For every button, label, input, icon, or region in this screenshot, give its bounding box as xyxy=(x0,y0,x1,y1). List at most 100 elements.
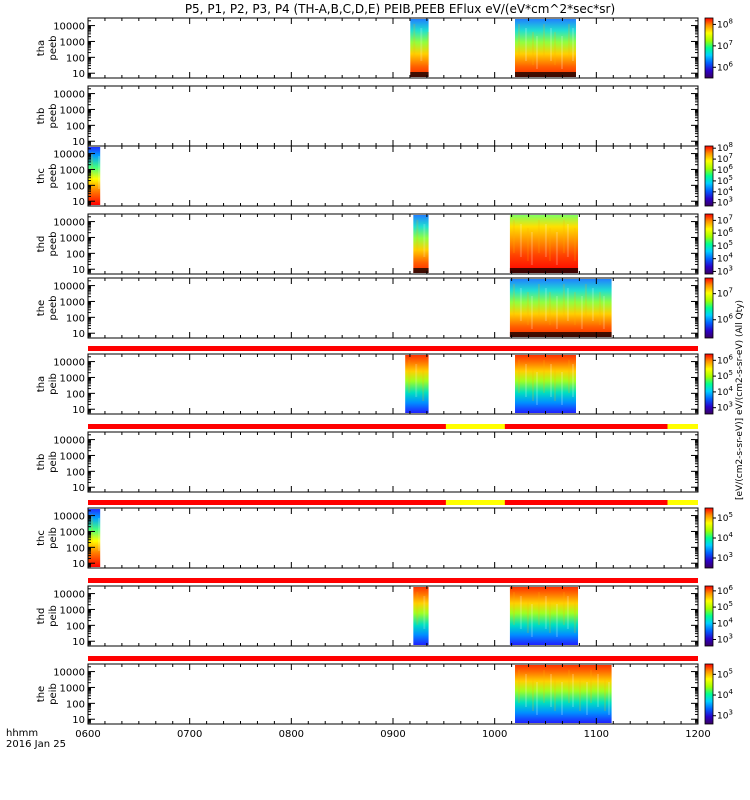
panel-frame xyxy=(87,85,699,147)
y-tick-label: 10000 xyxy=(53,358,85,369)
quality-flag-segment xyxy=(667,424,698,429)
spectrogram-stripe xyxy=(568,670,570,703)
x-axis-date-label: 2016 Jan 25 xyxy=(6,739,66,750)
spectrogram-stripe xyxy=(530,604,533,637)
spectrogram-stripe xyxy=(566,288,569,321)
spectrogram-stripe xyxy=(537,284,540,317)
spacecraft-potential-trace xyxy=(515,72,576,77)
panel-product-label: peib xyxy=(48,451,59,473)
y-tick-label: 1000 xyxy=(60,105,85,116)
spectrogram-stripe xyxy=(568,24,570,57)
spectrogram-stripe xyxy=(591,288,594,321)
spectrogram-stripe xyxy=(525,674,527,707)
y-tick-label: 1000 xyxy=(60,233,85,244)
y-tick-label: 10000 xyxy=(53,282,85,293)
spectrogram-stripe xyxy=(550,364,552,397)
y-tick-label: 1000 xyxy=(60,297,85,308)
colorbar-tick-label: 103 xyxy=(717,401,733,414)
spectrogram-stripe xyxy=(532,678,534,711)
spectrogram-stripe xyxy=(554,368,556,401)
spectrogram-stripe xyxy=(537,220,540,253)
spectrogram-stripe xyxy=(422,368,425,401)
spectrogram-stripe xyxy=(413,24,416,57)
colorbar-tick-label: 106 xyxy=(717,313,733,326)
panel-probe-label: thd xyxy=(36,608,47,625)
chart-title: P5, P1, P2, P3, P4 (TH-A,B,C,D,E) PEIB,P… xyxy=(185,2,615,16)
colorbar-tick-label: 106 xyxy=(717,60,733,73)
spectrogram-stripe xyxy=(415,364,418,397)
spectrogram-stripe xyxy=(91,152,93,185)
spectrogram-stripe xyxy=(536,36,538,69)
spectrogram-stripe xyxy=(584,284,587,317)
spectrogram-stripe xyxy=(554,678,556,711)
panel-product-label: peeb xyxy=(48,104,59,129)
y-tick-label: 10 xyxy=(72,715,85,726)
spectrogram-stripe xyxy=(562,284,565,317)
x-tick-label: 0900 xyxy=(380,729,405,740)
y-tick-label: 1000 xyxy=(60,165,85,176)
y-tick-label: 100 xyxy=(66,249,85,260)
spectrogram-stripe xyxy=(554,32,556,65)
panel-product-label: peib xyxy=(48,683,59,705)
y-tick-label: 1000 xyxy=(60,683,85,694)
colorbar-tick-label: 103 xyxy=(717,264,733,277)
colorbar xyxy=(704,353,714,415)
spectrogram-stripe xyxy=(544,288,547,321)
quality-flag-bar xyxy=(88,578,698,583)
colorbar-tick-label: 105 xyxy=(717,369,733,382)
spectrogram-stripe xyxy=(562,592,565,625)
x-axis-label: hhmm xyxy=(6,728,38,739)
y-tick-label: 10000 xyxy=(53,512,85,523)
panel-probe-label: the xyxy=(36,686,47,702)
spectrogram-stripe xyxy=(604,678,606,711)
spectrogram-stripe xyxy=(537,592,540,625)
panel-product-label: peib xyxy=(48,373,59,395)
spectrogram-stripe xyxy=(598,292,601,325)
spectrogram-stripe xyxy=(519,224,522,257)
y-tick-label: 10000 xyxy=(53,150,85,161)
colorbar-tick-label: 104 xyxy=(717,531,733,544)
spectrogram-block xyxy=(515,355,576,413)
colorbar xyxy=(704,585,714,647)
colorbar-tick-label: 103 xyxy=(717,709,733,722)
y-tick-label: 10 xyxy=(72,137,85,148)
spectrogram-stripe xyxy=(518,360,520,393)
spectrogram-stripe xyxy=(525,364,527,397)
spectrogram-stripe xyxy=(572,364,574,397)
spectrogram-stripe xyxy=(543,670,545,703)
spectrogram-block xyxy=(405,355,429,413)
spectrogram-stripe xyxy=(572,28,574,61)
y-tick-label: 100 xyxy=(66,389,85,400)
spectrogram-stripe xyxy=(525,28,527,61)
spectrogram-stripe xyxy=(555,232,558,265)
y-tick-label: 1000 xyxy=(60,451,85,462)
x-tick-label: 1200 xyxy=(685,729,710,740)
colorbar-tick-label: 105 xyxy=(717,511,733,524)
spectrogram-stripe xyxy=(548,600,551,633)
y-tick-label: 1000 xyxy=(60,527,85,538)
y-tick-label: 1000 xyxy=(60,37,85,48)
colorbar-tick-label: 106 xyxy=(717,226,733,239)
panel-frame xyxy=(87,145,699,207)
spectrogram-stripe xyxy=(423,596,426,629)
panel-product-label: peeb xyxy=(48,296,59,321)
colorbar-tick-label: 107 xyxy=(717,213,733,226)
spectrogram-stripe xyxy=(98,156,100,189)
y-tick-label: 100 xyxy=(66,543,85,554)
spectrogram-stripe xyxy=(416,592,419,625)
quality-flag-bar xyxy=(88,424,698,429)
colorbar-tick-label: 105 xyxy=(717,600,733,613)
spectrogram-stripe xyxy=(562,220,565,253)
colorbar xyxy=(704,145,714,207)
panel-probe-label: thd xyxy=(36,236,47,253)
panel-probe-label: tha xyxy=(36,40,47,56)
y-tick-label: 10 xyxy=(72,637,85,648)
spectrogram-stripe xyxy=(91,514,93,547)
colorbar xyxy=(704,507,714,569)
y-tick-label: 10 xyxy=(72,197,85,208)
y-tick-label: 10 xyxy=(72,329,85,340)
spectrogram-stripe xyxy=(568,360,570,393)
panel-frame xyxy=(87,431,699,493)
x-tick-label: 0800 xyxy=(279,729,304,740)
